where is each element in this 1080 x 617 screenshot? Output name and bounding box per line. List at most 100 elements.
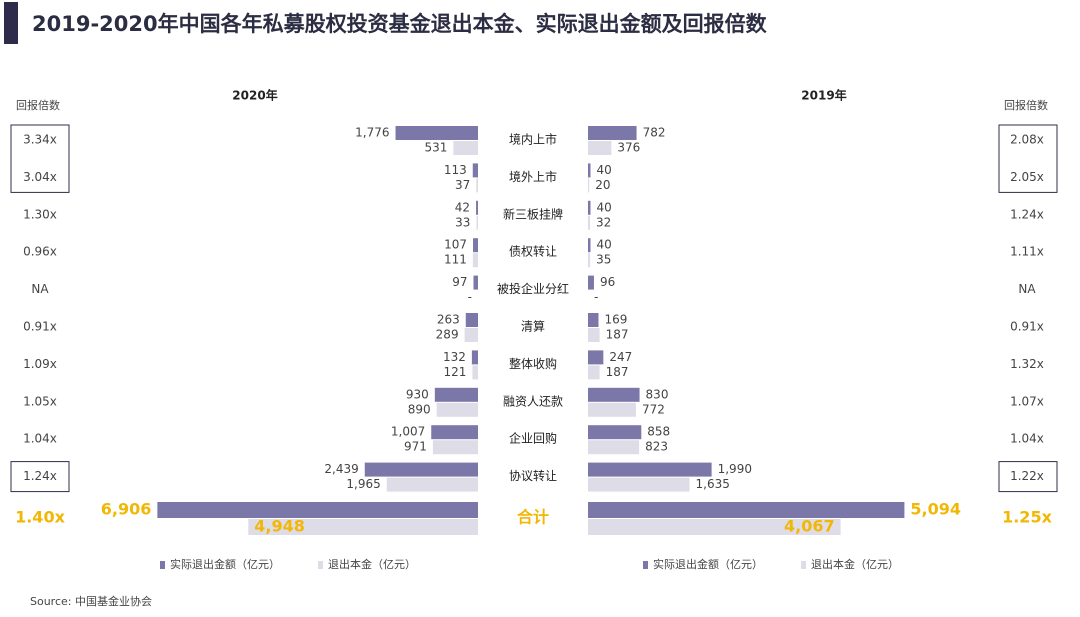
source: Source: 中国基金业协会 (30, 594, 152, 608)
multiple-label: 1.09x (23, 357, 57, 371)
bar (588, 253, 591, 268)
title-accent (4, 2, 18, 44)
bar (465, 313, 478, 327)
legend-label: 退出本金（亿元） (811, 557, 899, 571)
bar (473, 275, 478, 290)
bar (588, 402, 636, 417)
legend-label: 实际退出金额（亿元） (653, 557, 763, 571)
multiple-label: 2.08x (1010, 133, 1044, 147)
bar (386, 477, 478, 492)
bar (431, 425, 478, 440)
value-label: 1,776 (355, 126, 389, 140)
value-label: 289 (436, 328, 459, 342)
value-label: 1,007 (391, 425, 425, 439)
multiple-label: NA (31, 282, 49, 296)
bar (588, 163, 591, 178)
value-label: 1,965 (346, 477, 380, 491)
highlight-box (10, 124, 70, 193)
bar (476, 178, 478, 193)
value-label: 971 (404, 440, 427, 454)
category-label: 合计 (517, 508, 549, 527)
bar (588, 440, 640, 455)
value-label: 772 (642, 402, 665, 416)
multiple-label: NA (1018, 282, 1036, 296)
legend-label: 实际退出金额（亿元） (170, 557, 280, 571)
highlight-box (998, 461, 1058, 493)
multiple-label: 1.04x (1010, 432, 1044, 446)
multiple-label: 1.05x (23, 394, 57, 408)
value-label: 890 (408, 402, 431, 416)
value-label: 32 (596, 215, 611, 229)
bar (588, 328, 600, 342)
value-label: 35 (596, 253, 611, 267)
bar (436, 402, 478, 417)
bar (464, 328, 478, 342)
value-label: 782 (643, 126, 666, 140)
bar (434, 387, 478, 402)
bar (588, 275, 594, 290)
highlight-box (998, 124, 1058, 193)
multiple-label: 1.25x (1002, 508, 1052, 527)
bar (588, 350, 604, 365)
value-label: 40 (596, 238, 611, 252)
multiple-label: 0.96x (23, 245, 57, 259)
value-label: 96 (600, 275, 615, 289)
bar (432, 440, 478, 455)
multiples-header: 回报倍数 (1004, 98, 1048, 112)
multiple-label: 3.34x (23, 133, 57, 147)
category-label: 整体收购 (509, 356, 557, 371)
value-label: 40 (596, 200, 611, 214)
bar (473, 238, 478, 253)
bar (588, 200, 591, 215)
value-label: - (468, 290, 472, 304)
value-label: 1,635 (696, 477, 730, 491)
category-label: 被投企业分红 (497, 281, 569, 296)
bar (588, 425, 642, 440)
value-label: 42 (455, 200, 470, 214)
multiple-label: 1.22x (1010, 469, 1044, 483)
bar (588, 215, 590, 230)
value-label: 531 (424, 141, 447, 155)
value-label: 263 (437, 313, 460, 327)
value-label: 6,906 (101, 500, 152, 519)
legend-swatch (160, 561, 165, 569)
multiple-label: 1.24x (1010, 207, 1044, 221)
category-label: 境外上市 (509, 169, 557, 184)
value-label: 169 (604, 313, 627, 327)
bar (588, 126, 637, 140)
value-label: 4,067 (784, 517, 835, 536)
multiple-label: 1.07x (1010, 394, 1044, 408)
value-label: 40 (596, 163, 611, 177)
value-label: 187 (606, 365, 629, 379)
bar (476, 215, 478, 230)
category-label: 境内上市 (509, 132, 557, 147)
value-label: 121 (443, 365, 466, 379)
bar (472, 163, 478, 178)
value-label: 1,990 (718, 462, 752, 476)
value-label: 113 (444, 163, 467, 177)
bar (588, 462, 712, 477)
multiple-label: 1.40x (15, 508, 65, 527)
bar (157, 502, 478, 518)
bar (248, 519, 478, 535)
multiple-label: 1.30x (23, 207, 57, 221)
panel-title: 2020年 (232, 88, 277, 103)
bar (453, 141, 478, 155)
bar (588, 519, 841, 535)
multiple-label: 1.11x (1010, 245, 1044, 259)
value-label: 930 (406, 387, 429, 401)
value-label: 830 (646, 387, 669, 401)
value-label: 247 (609, 350, 632, 364)
multiple-label: 1.32x (1010, 357, 1044, 371)
bar (588, 365, 600, 380)
multiple-label: 0.91x (23, 320, 57, 334)
value-label: 107 (444, 238, 467, 252)
bar (395, 126, 478, 140)
chart-title: 2019-2020年中国各年私募股权投资基金退出本金、实际退出金额及回报倍数 (32, 12, 768, 36)
value-label: 33 (455, 215, 470, 229)
legend-label: 退出本金（亿元） (328, 557, 416, 571)
bar (588, 313, 599, 327)
multiple-label: 0.91x (1010, 320, 1044, 334)
legend-swatch (318, 561, 323, 569)
bar (588, 477, 690, 492)
